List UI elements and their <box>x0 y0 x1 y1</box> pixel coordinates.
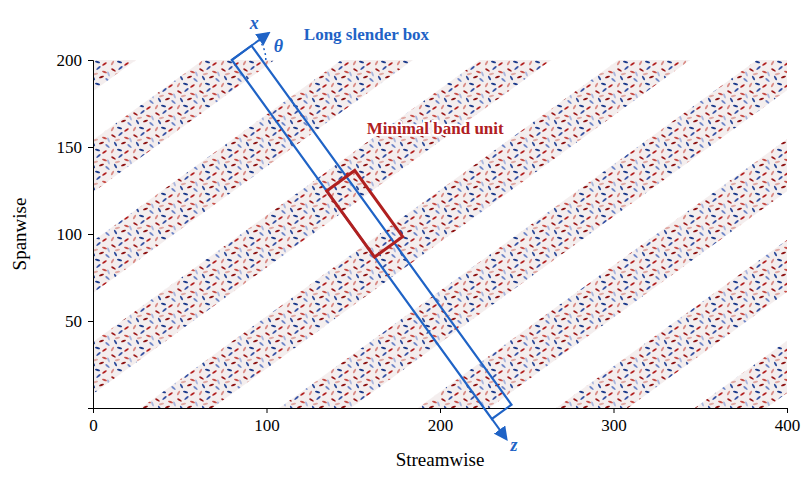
tick-mark <box>440 408 441 413</box>
tick: 300 <box>601 408 627 435</box>
tick: 200 <box>428 408 454 435</box>
long-box <box>232 46 512 419</box>
tick-label: 300 <box>601 416 627 435</box>
x-axis: 0 100 200 300 400 <box>89 408 800 435</box>
tick: 100 <box>254 408 280 435</box>
tick-label: 150 <box>57 138 83 157</box>
tick-mark <box>88 147 93 148</box>
tick: 200 <box>57 51 94 70</box>
tick: 50 <box>65 312 93 331</box>
theta-label: θ <box>274 36 284 56</box>
minimal-box <box>327 170 403 257</box>
tick-mark <box>88 321 93 322</box>
tick-label: 0 <box>89 416 98 435</box>
long-box-label: Long slender box <box>304 25 430 44</box>
annotations <box>232 33 512 438</box>
theta-arc <box>259 40 265 60</box>
tick-mark <box>88 234 93 235</box>
tick-mark <box>88 60 93 61</box>
axis-line <box>94 409 788 414</box>
z-label: z <box>510 435 518 455</box>
y-axis-title: Spanwise <box>9 198 30 271</box>
tick-label: 50 <box>65 312 82 331</box>
tick-mark <box>787 408 788 413</box>
tick: 400 <box>775 408 801 435</box>
tick: 150 <box>57 138 94 157</box>
axis-line <box>88 61 94 409</box>
turbulent-band <box>93 60 787 192</box>
x-axis-title: Streamwise <box>396 449 485 470</box>
y-axis: 50 100 150 200 <box>57 51 94 409</box>
x-arrow <box>232 33 268 60</box>
tick-mark <box>267 408 268 413</box>
turbulent-band <box>93 60 787 91</box>
tick-label: 400 <box>775 416 801 435</box>
figure: 0 100 200 300 400 50 100 150 200 Streamwise Spanwi… <box>0 0 803 483</box>
z-arrow <box>492 419 506 439</box>
tick: 0 <box>89 408 98 435</box>
tick-mark <box>614 408 615 413</box>
tick-label: 200 <box>428 416 454 435</box>
minimal-box-label: Minimal band unit <box>367 119 504 138</box>
tick-label: 200 <box>57 51 83 70</box>
tick-label: 100 <box>254 416 280 435</box>
tick-label: 100 <box>57 225 83 244</box>
tick: 100 <box>57 225 94 244</box>
x-label: x <box>249 13 259 33</box>
bands <box>93 60 787 408</box>
